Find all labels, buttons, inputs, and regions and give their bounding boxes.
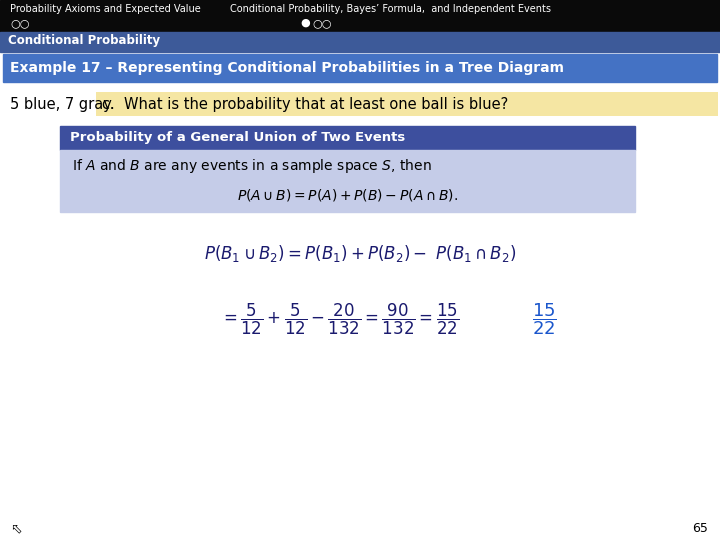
Text: Conditional Probability: Conditional Probability xyxy=(8,34,160,47)
Text: ●: ● xyxy=(300,18,310,28)
Text: ○○: ○○ xyxy=(312,18,331,28)
Text: ⬁: ⬁ xyxy=(10,521,22,535)
Bar xyxy=(0,32,720,52)
Text: ○○: ○○ xyxy=(10,18,30,28)
Bar xyxy=(96,92,718,116)
Text: $= \dfrac{5}{12} + \dfrac{5}{12} - \dfrac{20}{132} = \dfrac{90}{132} = \dfrac{15: $= \dfrac{5}{12} + \dfrac{5}{12} - \dfra… xyxy=(220,301,459,336)
Text: $\dfrac{15}{22}$: $\dfrac{15}{22}$ xyxy=(531,301,557,337)
Bar xyxy=(60,150,635,212)
Text: If $A$ and $B$ are any events in a sample space $S$, then: If $A$ and $B$ are any events in a sampl… xyxy=(72,157,432,175)
Text: Probability of a General Union of Two Events: Probability of a General Union of Two Ev… xyxy=(70,132,405,145)
Text: 5 blue, 7 gray.: 5 blue, 7 gray. xyxy=(10,97,114,111)
Text: Conditional Probability, Bayes’ Formula,  and Independent Events: Conditional Probability, Bayes’ Formula,… xyxy=(230,4,551,14)
Text: 65: 65 xyxy=(692,522,708,535)
Bar xyxy=(60,126,635,150)
Bar xyxy=(3,54,717,82)
Text: $P(B_1 \cup B_2) = P(B_1) + P(B_2) -\ P(B_1 \cap B_2)$: $P(B_1 \cup B_2) = P(B_1) + P(B_2) -\ P(… xyxy=(204,244,516,265)
Text: Probability Axioms and Expected Value: Probability Axioms and Expected Value xyxy=(10,4,201,14)
Text: $P(A \cup B) = P(A) + P(B) - P(A \cap B).$: $P(A \cup B) = P(A) + P(B) - P(A \cap B)… xyxy=(237,187,458,203)
Bar xyxy=(0,0,720,32)
Text: Example 17 – Representing Conditional Probabilities in a Tree Diagram: Example 17 – Representing Conditional Pr… xyxy=(10,61,564,75)
Text: c.  What is the probability that at least one ball is blue?: c. What is the probability that at least… xyxy=(102,97,508,111)
